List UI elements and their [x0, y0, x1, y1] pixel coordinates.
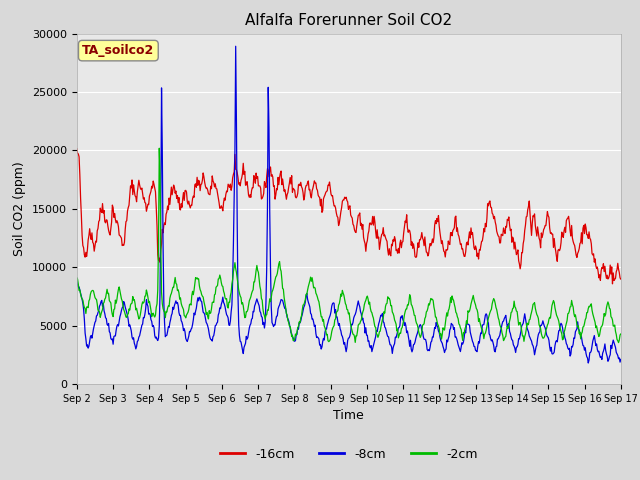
-16cm	[139, 191, 147, 196]
-2cm	[431, 314, 439, 320]
-8cm	[431, 325, 439, 331]
-8cm	[617, 357, 625, 362]
-8cm	[223, 312, 230, 318]
-8cm	[584, 360, 592, 366]
-2cm	[617, 331, 625, 337]
-8cm	[139, 321, 147, 327]
-2cm	[73, 275, 81, 281]
Line: -8cm: -8cm	[77, 46, 621, 363]
-8cm	[232, 43, 239, 49]
-16cm	[415, 244, 422, 250]
-2cm	[156, 145, 163, 151]
-2cm	[223, 303, 231, 309]
X-axis label: Time: Time	[333, 409, 364, 422]
-2cm	[83, 304, 90, 310]
-16cm	[73, 146, 81, 152]
-8cm	[73, 276, 81, 281]
-16cm	[83, 253, 90, 259]
-8cm	[194, 295, 202, 300]
-2cm	[416, 332, 424, 338]
-2cm	[195, 276, 202, 282]
-16cm	[431, 222, 438, 228]
-16cm	[223, 188, 230, 194]
-8cm	[83, 343, 90, 349]
-2cm	[614, 340, 622, 346]
Y-axis label: Soil CO2 (ppm): Soil CO2 (ppm)	[13, 161, 26, 256]
-2cm	[139, 299, 147, 305]
Line: -16cm: -16cm	[77, 149, 621, 284]
Title: Alfalfa Forerunner Soil CO2: Alfalfa Forerunner Soil CO2	[245, 13, 452, 28]
Line: -2cm: -2cm	[77, 148, 621, 343]
-16cm	[609, 281, 616, 287]
-8cm	[416, 323, 424, 329]
Text: TA_soilco2: TA_soilco2	[82, 44, 154, 57]
-16cm	[617, 276, 625, 282]
-16cm	[194, 182, 202, 188]
Legend: -16cm, -8cm, -2cm: -16cm, -8cm, -2cm	[215, 443, 483, 466]
